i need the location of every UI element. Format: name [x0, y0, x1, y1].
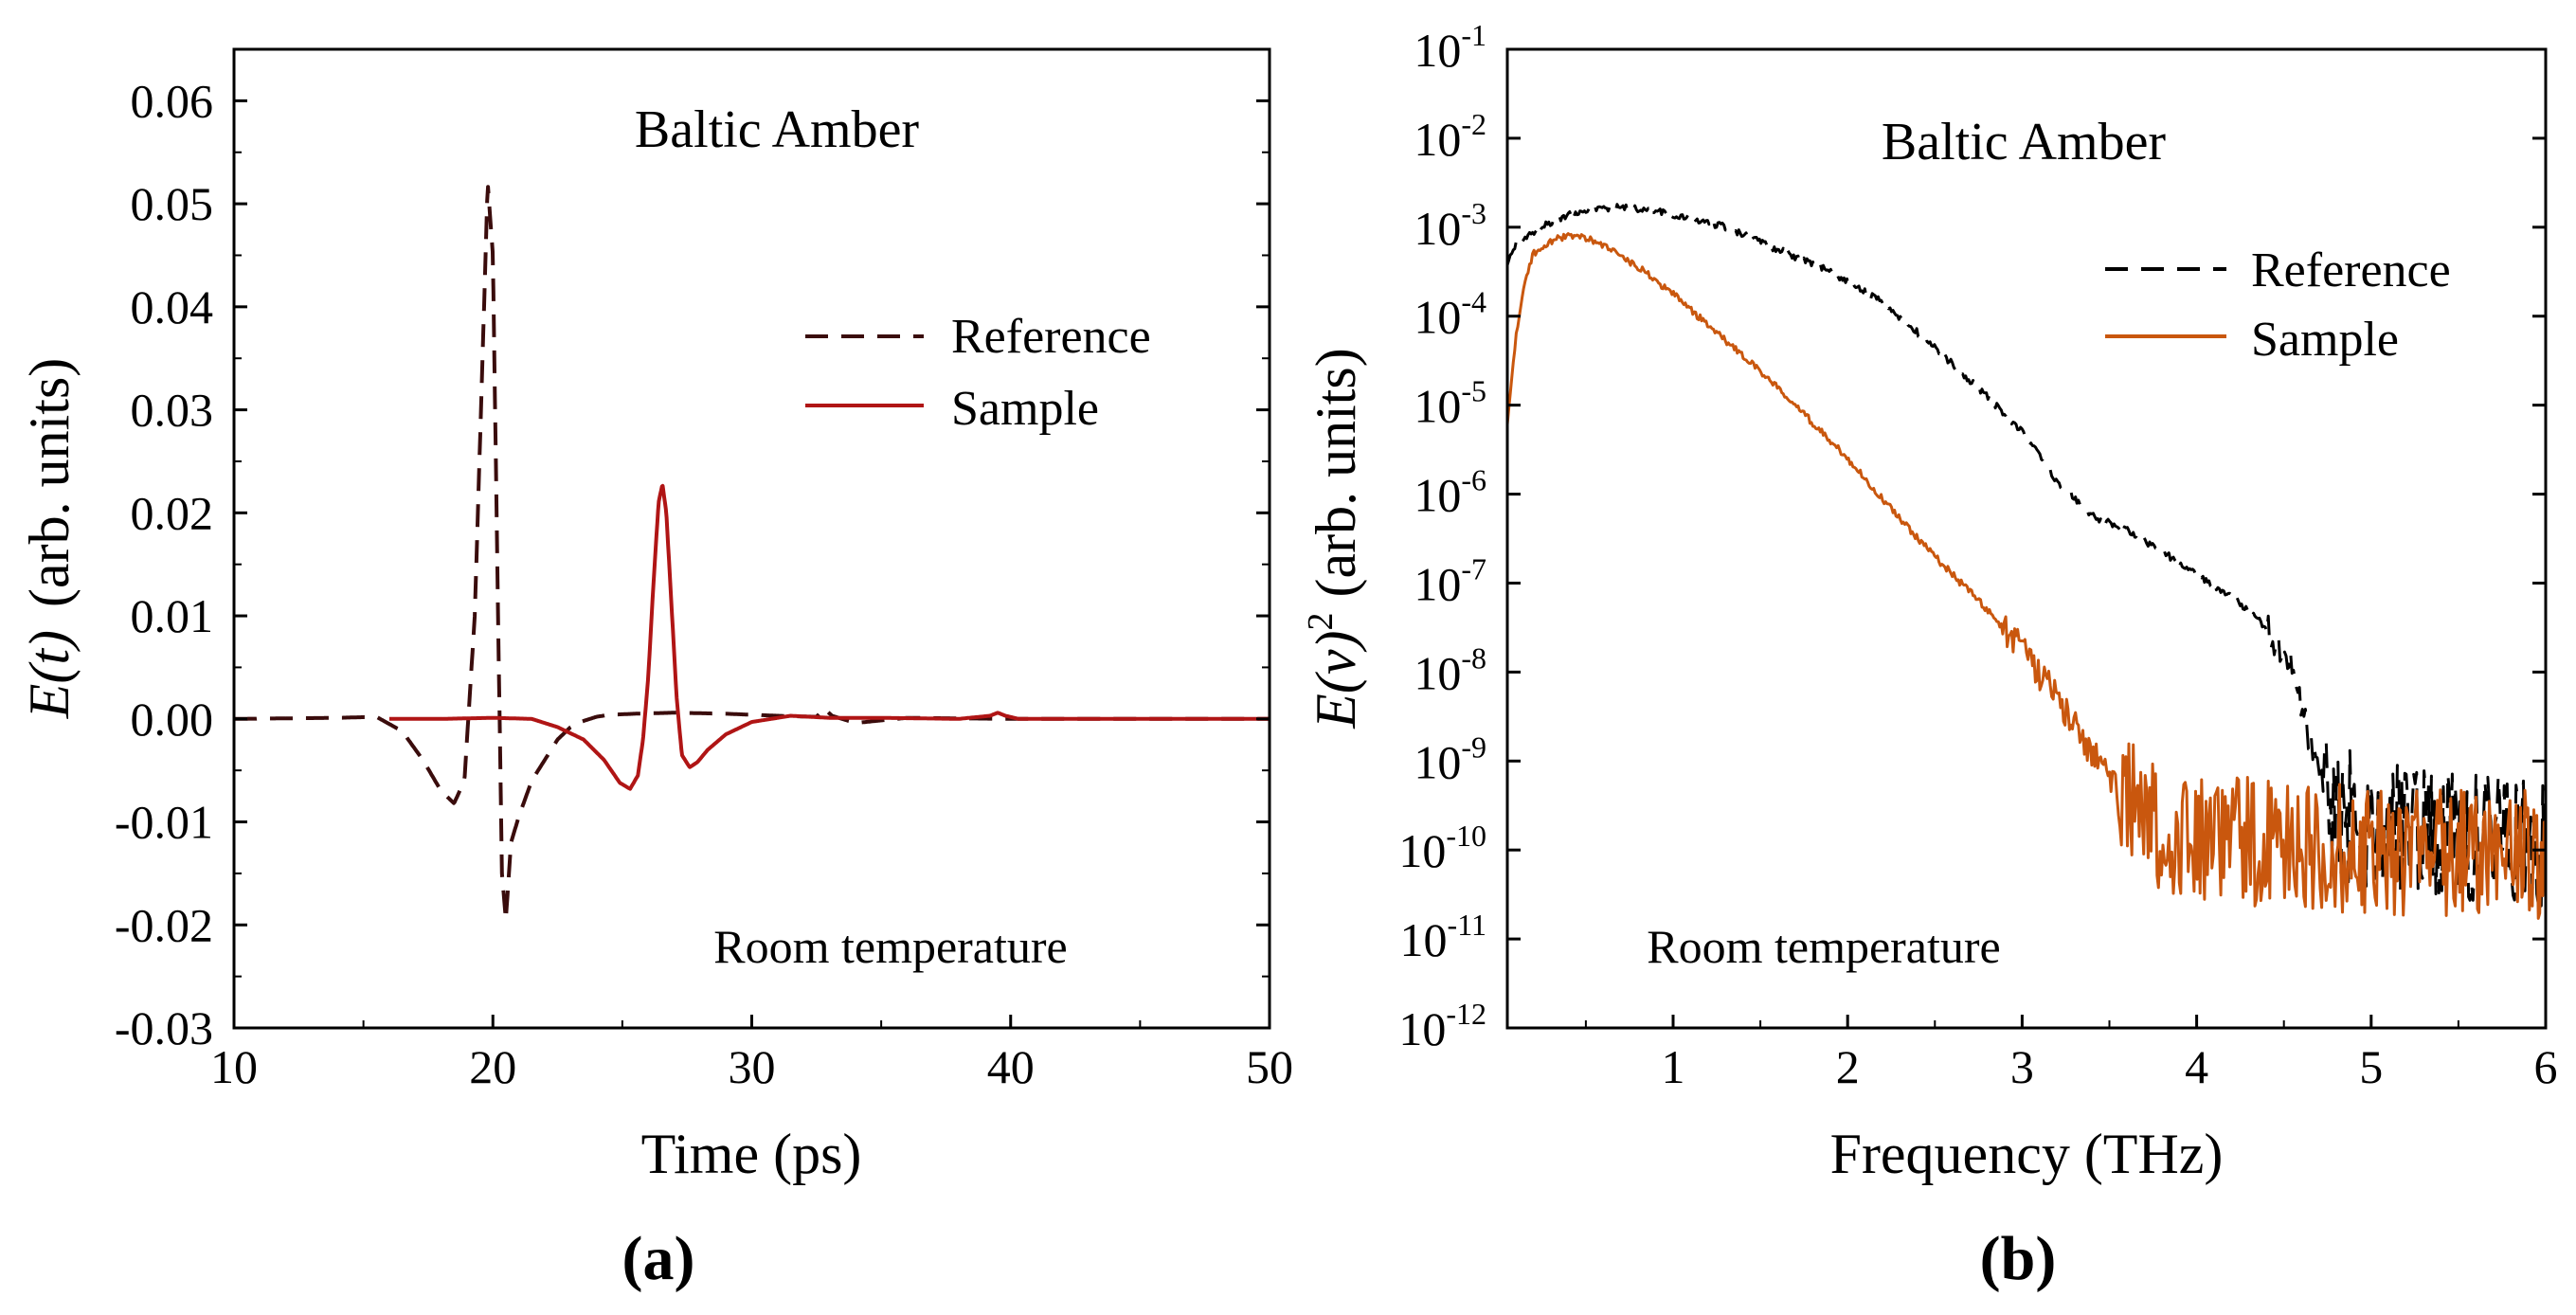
panel-a-y-axis-units: (arb. units) — [18, 358, 81, 607]
panel-b-x-tick-label: 2 — [1836, 1040, 1860, 1093]
panel-b-y-tick-label: 10-2 — [1414, 107, 1486, 166]
panel-a-y-tick-label: -0.02 — [115, 898, 213, 951]
panel-a-y-tick-label: 0.01 — [131, 589, 214, 642]
panel-b-legend-sample-label: Sample — [2251, 313, 2399, 367]
panel-a-x-axis-label: Time (ps) — [641, 1123, 862, 1185]
panel-b-y-tick-label: 10-1 — [1414, 18, 1486, 77]
panel-a-series-reference-line — [234, 185, 1270, 922]
panel-a-legend-reference-label: Reference — [951, 310, 1151, 364]
panel-b-x-tick-label: 5 — [2359, 1040, 2383, 1093]
panel-b-y-tick-label: 10-4 — [1414, 285, 1486, 344]
panel-a-x-tick-label: 20 — [469, 1040, 516, 1093]
panel-b-y-tick-label: 10-6 — [1414, 463, 1486, 522]
panel-a-y-tick-label: 0.02 — [131, 486, 214, 539]
panel-b-annotation: Room temperature — [1647, 920, 2001, 973]
panel-b-y-tick-label: 10-5 — [1414, 374, 1486, 433]
panel-b-label: (b) — [1980, 1224, 2057, 1293]
panel-b-y-axis-units: (arb. units) — [1305, 348, 1367, 597]
panel-b-y-axis-label: E(ν)2 (arb. units) — [1301, 348, 1367, 730]
panel-a-plot-frame — [232, 47, 1271, 1030]
panel-b-x-tick-label: 1 — [1661, 1040, 1684, 1093]
panel-b-title: Baltic Amber — [1882, 113, 2167, 171]
panel-a-series-layer — [234, 185, 1270, 922]
panel-b-series-layer — [1507, 203, 2546, 920]
panel-b: 1 2 3 4 5 610-1210-1110-1010-910-810-710-610-… — [1301, 18, 2558, 1293]
panel-b-legend-reference-label: Reference — [2251, 243, 2451, 297]
panel-b-y-tick-label: 10-11 — [1400, 908, 1486, 966]
panel-a-series-sample-line — [387, 483, 1270, 791]
panel-a-x-tick-label: 10 — [210, 1040, 258, 1093]
panel-a-y-tick-label: 0.06 — [131, 74, 214, 127]
panel-b-legend: Reference Sample — [2105, 243, 2451, 367]
panel-b-y-tick-label: 10-9 — [1414, 730, 1486, 788]
panel-b-y-tick-label: 10-10 — [1398, 819, 1486, 877]
panel-b-x-tick-label: 4 — [2185, 1040, 2208, 1093]
panel-b-series-reference-line — [1507, 203, 2546, 908]
panel-a-annotation: Room temperature — [713, 920, 1068, 973]
panel-a-ticks: 10 20 30 40 50 -0.03 -0.02 -0.01 0.00 0.01 0.02 0.0… — [115, 74, 1293, 1093]
panel-b-y-tick-label: 10-8 — [1414, 640, 1486, 699]
panel-a-y-tick-label: 0.00 — [131, 693, 214, 746]
panel-a-y-tick-label: 0.04 — [131, 280, 214, 333]
panel-a-legend-sample-label: Sample — [951, 382, 1099, 436]
panel-b-y-tick-label: 10-12 — [1398, 997, 1486, 1055]
panel-a-y-tick-label: 0.03 — [131, 384, 214, 437]
panel-a-x-tick-label: 40 — [987, 1040, 1035, 1093]
panel-b-x-axis-label: Frequency (THz) — [1830, 1123, 2224, 1185]
panel-a-y-tick-label: 0.05 — [131, 177, 214, 230]
panel-a-legend: Reference Sample — [805, 310, 1151, 436]
panel-a-x-tick-label: 50 — [1246, 1040, 1293, 1093]
panel-b-y-tick-label: 10-7 — [1414, 551, 1486, 610]
panel-a-x-tick-label: 30 — [729, 1040, 776, 1093]
panel-a-title: Baltic Amber — [635, 100, 920, 159]
panel-b-series-sample-line — [1507, 232, 2546, 920]
panel-b-ticks: 1 2 3 4 5 6 10-12 10-11 10-10 10-9 10-8 10-7 10-6 10-… — [1398, 18, 2557, 1093]
panel-a-y-axis-function: E(t) — [18, 630, 81, 719]
panel-b-x-tick-label: 3 — [2010, 1040, 2034, 1093]
panel-a: 10 20 30 40 50 -0.03 -0.02 -0.01 0.00 0.01 0.02 0.0… — [18, 47, 1293, 1293]
panel-a-y-tick-label: -0.01 — [115, 796, 213, 849]
panel-b-y-axis-superscript: 2 — [1301, 613, 1341, 631]
panel-a-y-tick-label: -0.03 — [115, 1001, 213, 1054]
panel-b-y-tick-label: 10-3 — [1414, 196, 1486, 255]
panel-b-plot-frame — [1505, 47, 2548, 1030]
panel-a-y-axis-label: E(t) (arb. units) — [18, 358, 81, 720]
panel-b-x-tick-label: 6 — [2534, 1040, 2558, 1093]
panel-b-y-axis-function: E(ν) — [1305, 631, 1367, 730]
panel-a-label: (a) — [622, 1224, 695, 1293]
